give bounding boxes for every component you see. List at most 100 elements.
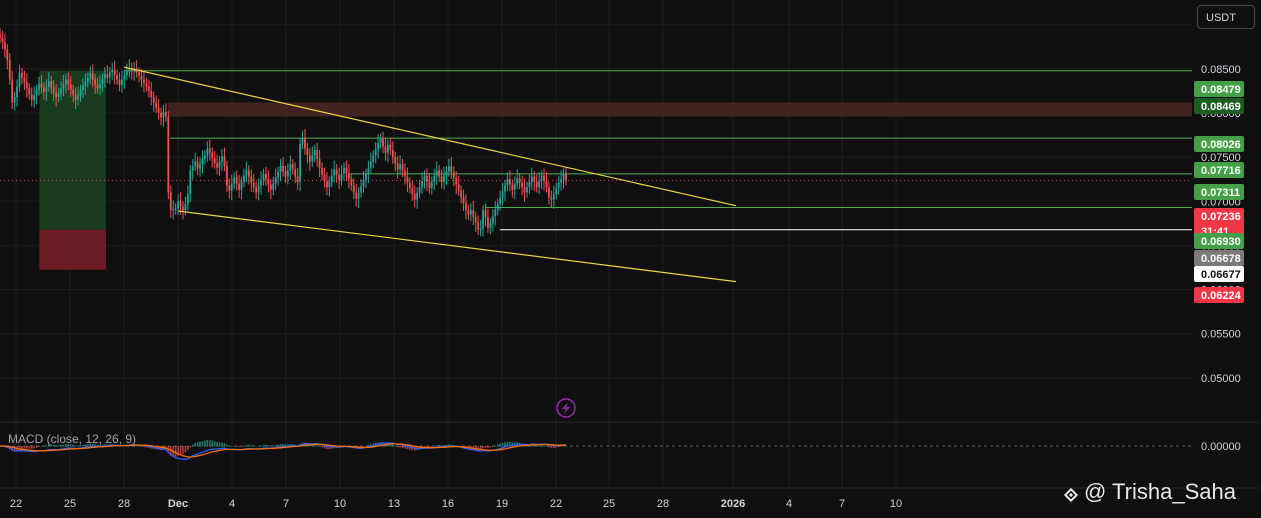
candle	[82, 78, 84, 98]
candle	[345, 160, 348, 181]
candle	[428, 173, 431, 194]
macd-histogram-bar	[89, 443, 92, 447]
macd-histogram-bar	[62, 444, 65, 447]
candle	[169, 185, 172, 219]
price-badge: 0.06930	[1194, 233, 1244, 249]
candle	[291, 158, 294, 175]
candle	[228, 178, 231, 199]
lightning-icon[interactable]	[556, 398, 576, 418]
candle	[25, 73, 28, 98]
candle	[457, 175, 460, 196]
macd-histogram-bar	[238, 446, 240, 447]
candle	[399, 155, 402, 175]
currency-button[interactable]: USDT	[1197, 5, 1255, 29]
candle	[533, 171, 536, 192]
macd-histogram-bar	[365, 445, 367, 447]
candle	[121, 70, 123, 93]
candle	[323, 167, 326, 188]
candle	[164, 103, 167, 122]
candle	[189, 165, 192, 203]
macd-histogram-bar	[487, 446, 489, 448]
macd-histogram-bar	[372, 443, 375, 447]
candle	[494, 201, 497, 226]
macd-histogram-bar	[509, 441, 511, 447]
svg-text:0.06224: 0.06224	[1201, 290, 1242, 302]
candle	[194, 152, 197, 172]
svg-text:0.08026: 0.08026	[1201, 139, 1241, 151]
macd-indicator-label[interactable]: MACD (close, 12, 26, 9)	[8, 432, 137, 446]
macd-histogram-bar	[318, 445, 321, 447]
macd-histogram-bar	[533, 444, 536, 447]
trendline[interactable]	[177, 210, 737, 283]
price-tick-label: 0.07500	[1201, 152, 1241, 164]
stop-zone[interactable]	[39, 229, 106, 270]
candle	[508, 170, 511, 192]
macd-histogram-bar	[169, 446, 172, 456]
candle	[84, 73, 87, 95]
candle	[357, 187, 360, 208]
time-tick-label: 4	[786, 498, 792, 510]
candle	[230, 174, 233, 200]
macd-histogram-bar	[218, 442, 221, 447]
candle	[365, 168, 367, 189]
candle	[465, 194, 467, 220]
candle	[3, 33, 6, 58]
macd-histogram-bar	[96, 444, 99, 447]
candle	[391, 141, 394, 164]
svg-text:0.07716: 0.07716	[1201, 165, 1241, 177]
candle	[235, 170, 238, 191]
macd-histogram-bar	[501, 442, 504, 447]
macd-histogram-bar	[184, 446, 187, 453]
candle	[484, 203, 487, 227]
binance-logo-icon	[1062, 484, 1079, 503]
price-tick-label: 0.05500	[1201, 329, 1241, 341]
time-tick-label: 16	[442, 498, 454, 510]
macd-histogram-bar	[538, 445, 540, 447]
macd-histogram-bar	[26, 446, 28, 449]
candle	[211, 147, 214, 168]
macd-histogram-bar	[284, 444, 287, 447]
candle	[452, 166, 455, 187]
macd-histogram-bar	[362, 446, 365, 448]
candle	[416, 187, 419, 209]
macd-histogram-bar	[367, 445, 370, 447]
macd-histogram-bar	[440, 445, 443, 447]
macd-histogram-bar	[267, 445, 270, 447]
candle	[489, 218, 492, 235]
candle	[352, 178, 355, 200]
candle	[284, 165, 287, 184]
macd-histogram-bar	[262, 444, 265, 447]
candle	[47, 72, 50, 92]
candle	[548, 181, 550, 205]
macd-histogram-bar	[209, 440, 211, 447]
candle	[408, 177, 411, 194]
time-axis[interactable]: 22 25 28 Dec 4 7 10 13 16 19 22 25 28 2026 4 7 10	[10, 498, 902, 510]
candle	[304, 128, 306, 155]
candle	[201, 150, 204, 174]
candle	[204, 150, 206, 165]
price-badge: 0.08026	[1194, 136, 1244, 152]
candle	[6, 44, 9, 70]
candle	[411, 180, 414, 201]
trendline[interactable]	[123, 66, 737, 207]
macd-line	[0, 442, 566, 460]
macd-histogram-bar	[326, 446, 328, 450]
candle	[13, 91, 16, 111]
macd-histogram-bar	[484, 446, 487, 448]
candle	[328, 176, 331, 197]
macd-histogram-bar	[479, 446, 482, 450]
candle	[355, 183, 358, 207]
candle	[560, 170, 563, 191]
macd-histogram-bar	[270, 445, 272, 447]
macd-histogram-bar	[506, 441, 509, 447]
svg-text:0.06678: 0.06678	[1201, 253, 1241, 265]
candle	[40, 75, 43, 95]
macd-histogram-bar	[77, 445, 79, 447]
macd-histogram-bar	[196, 442, 199, 447]
candle	[55, 83, 58, 107]
candle	[450, 157, 453, 179]
candle	[333, 160, 336, 183]
candle	[52, 80, 55, 101]
macd-histogram-bar	[553, 446, 555, 449]
